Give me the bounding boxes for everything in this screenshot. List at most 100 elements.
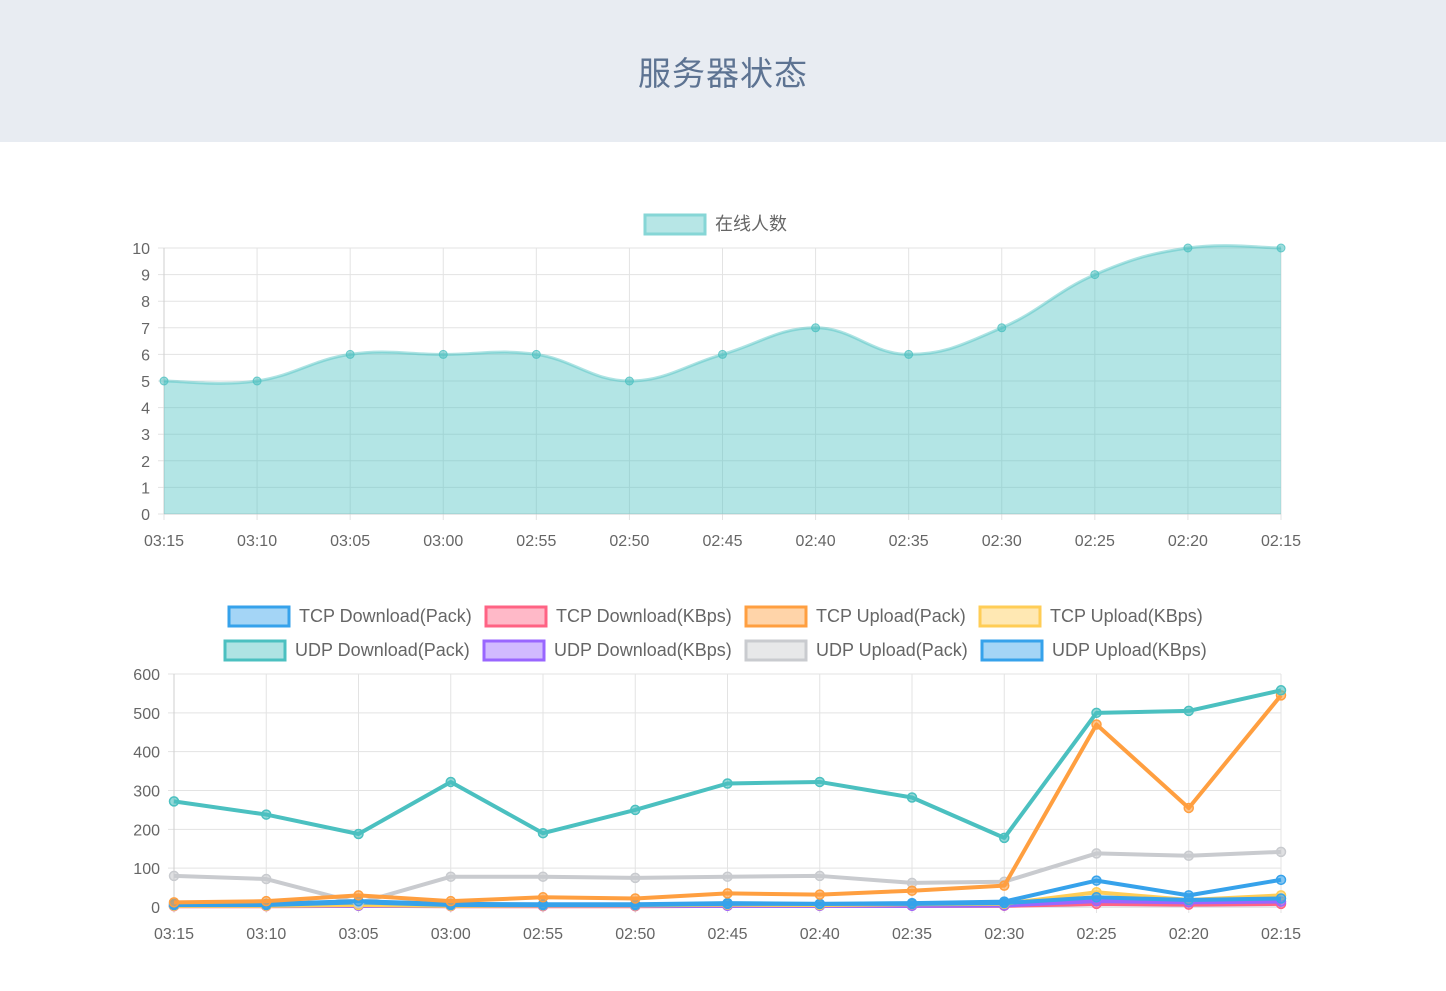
- online-users-chart: 0 1 2 3 4 5 6 7 8 9 10 03:15 03:10 03:05 03:00 02:55 02:…: [132, 213, 1301, 550]
- data-point: [1091, 848, 1102, 859]
- data-point: [999, 880, 1010, 891]
- x-tick-label: 02:30: [984, 926, 1024, 943]
- data-point: [722, 871, 733, 882]
- x-tick-label: 02:40: [800, 926, 840, 943]
- legend-label: UDP Download(KBps): [554, 640, 732, 660]
- x-tick-label: 02:15: [1261, 533, 1301, 550]
- legend-item: UDP Upload(Pack): [744, 639, 968, 662]
- legend-label: UDP Upload(Pack): [816, 640, 968, 660]
- data-point: [630, 872, 641, 884]
- legend-item: TCP Upload(Pack): [744, 605, 966, 628]
- legend-swatch: [744, 639, 808, 662]
- page-title: 服务器状态: [638, 54, 808, 93]
- legend-label: TCP Upload(Pack): [816, 606, 966, 626]
- page-header: 服务器状态: [0, 0, 1446, 142]
- legend-swatch: [484, 605, 548, 628]
- x-tick-label: 02:50: [615, 926, 655, 943]
- y-tick-label: 6: [141, 347, 150, 364]
- x-tick-label: 03:05: [338, 926, 378, 943]
- legend-swatch: [223, 639, 287, 662]
- y-tick-label: 3: [141, 427, 150, 444]
- y-tick-label: 400: [133, 745, 160, 762]
- data-point: [1091, 875, 1102, 886]
- data-point: [1183, 705, 1194, 717]
- y-tick-label: 2: [141, 454, 150, 471]
- legend-label: 在线人数: [715, 214, 787, 234]
- x-tick-label: 03:00: [431, 926, 471, 943]
- legend-item: TCP Upload(KBps): [978, 605, 1203, 628]
- data-point: [252, 376, 262, 386]
- data-point: [1183, 243, 1193, 253]
- x-tick-label: 02:20: [1168, 533, 1208, 550]
- data-point: [722, 888, 733, 899]
- y-tick-label: 600: [133, 667, 160, 684]
- y-tick-label: 7: [141, 321, 150, 338]
- legend-label: TCP Download(Pack): [299, 606, 472, 626]
- x-tick-label: 02:20: [1169, 926, 1209, 943]
- data-point: [537, 892, 549, 903]
- data-point: [811, 323, 821, 333]
- y-tick-label: 1: [141, 480, 150, 497]
- legend-item: UDP Download(KBps): [482, 639, 732, 662]
- data-point: [168, 897, 180, 908]
- y-tick-label: 4: [141, 401, 150, 418]
- legend-swatch: [643, 213, 707, 236]
- legend-item: TCP Download(KBps): [484, 605, 732, 628]
- y-tick-label: 100: [133, 861, 160, 878]
- data-point: [1090, 270, 1100, 280]
- legend-item: UDP Download(Pack): [223, 639, 470, 662]
- x-tick-label: 02:40: [796, 533, 836, 550]
- data-point: [353, 890, 364, 901]
- data-point: [722, 897, 733, 909]
- legend-label: UDP Download(Pack): [295, 640, 470, 660]
- data-point: [1275, 893, 1287, 904]
- legend-item: TCP Download(Pack): [227, 605, 472, 628]
- data-point: [814, 898, 825, 910]
- data-point: [906, 792, 918, 803]
- data-point: [999, 832, 1010, 844]
- data-point: [1091, 719, 1102, 730]
- data-point: [537, 871, 549, 882]
- x-tick-label: 02:45: [702, 533, 742, 550]
- data-point: [445, 871, 456, 882]
- series: [168, 690, 1287, 908]
- y-tick-label: 9: [141, 268, 150, 285]
- series: [168, 685, 1287, 844]
- data-point: [1275, 685, 1287, 696]
- legend-swatch: [744, 605, 808, 628]
- x-tick-label: 02:55: [523, 926, 563, 943]
- data-point: [906, 885, 918, 896]
- data-point: [1183, 890, 1194, 901]
- y-tick-label: 200: [133, 822, 160, 839]
- x-tick-label: 02:30: [982, 533, 1022, 550]
- x-tick-label: 03:10: [237, 533, 277, 550]
- y-tick-label: 0: [141, 507, 150, 524]
- data-point: [537, 827, 549, 839]
- data-point: [814, 870, 825, 882]
- data-point: [630, 893, 641, 904]
- data-point: [168, 870, 180, 882]
- data-point: [1183, 802, 1194, 814]
- x-tick-label: 02:50: [609, 533, 649, 550]
- y-tick-label: 5: [141, 374, 150, 391]
- area-fill: [164, 245, 1281, 514]
- data-point: [438, 349, 448, 359]
- data-point: [904, 349, 914, 359]
- data-point: [1091, 707, 1102, 719]
- data-point: [814, 776, 825, 788]
- data-point: [624, 376, 634, 386]
- legend-swatch: [227, 605, 291, 628]
- data-point: [718, 349, 727, 359]
- x-tick-label: 02:45: [707, 926, 747, 943]
- y-tick-label: 300: [133, 784, 160, 801]
- legend-label: TCP Upload(KBps): [1050, 606, 1203, 626]
- legend-label: UDP Upload(KBps): [1052, 640, 1207, 660]
- legend-item: UDP Upload(KBps): [980, 639, 1207, 662]
- data-point: [261, 895, 272, 907]
- legend-swatch: [980, 639, 1044, 662]
- y-tick-label: 8: [141, 294, 150, 311]
- data-point: [999, 896, 1010, 907]
- x-tick-label: 02:25: [1076, 926, 1116, 943]
- data-point: [445, 895, 456, 907]
- data-point: [1275, 874, 1287, 886]
